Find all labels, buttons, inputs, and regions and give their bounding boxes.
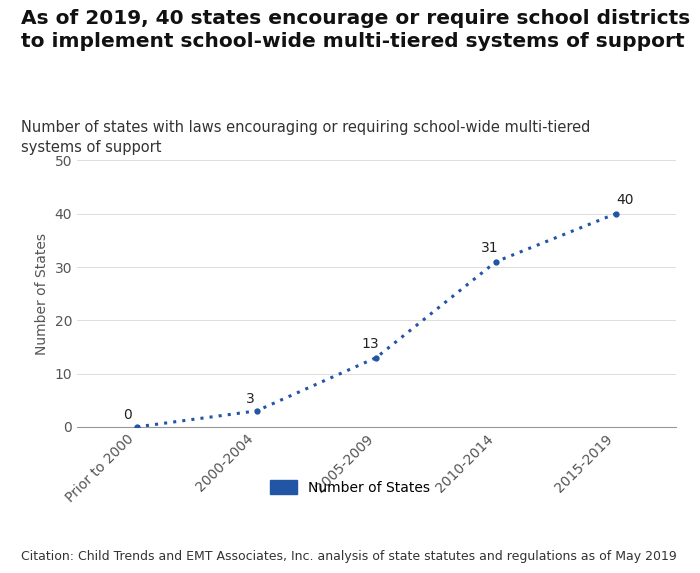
Text: Number of states with laws encouraging or requiring school-wide multi-tiered
sys: Number of states with laws encouraging o… <box>21 120 590 155</box>
Text: 40: 40 <box>617 193 634 207</box>
Text: 13: 13 <box>361 337 379 351</box>
Y-axis label: Number of States: Number of States <box>35 233 49 355</box>
Text: 31: 31 <box>481 241 499 256</box>
Text: Citation: Child Trends and EMT Associates, Inc. analysis of state statutes and r: Citation: Child Trends and EMT Associate… <box>21 550 677 563</box>
Text: 3: 3 <box>246 391 255 406</box>
Text: 0: 0 <box>123 407 132 422</box>
Text: As of 2019, 40 states encourage or require school districts
to implement school-: As of 2019, 40 states encourage or requi… <box>21 9 690 51</box>
Legend: Number of States: Number of States <box>264 474 436 500</box>
